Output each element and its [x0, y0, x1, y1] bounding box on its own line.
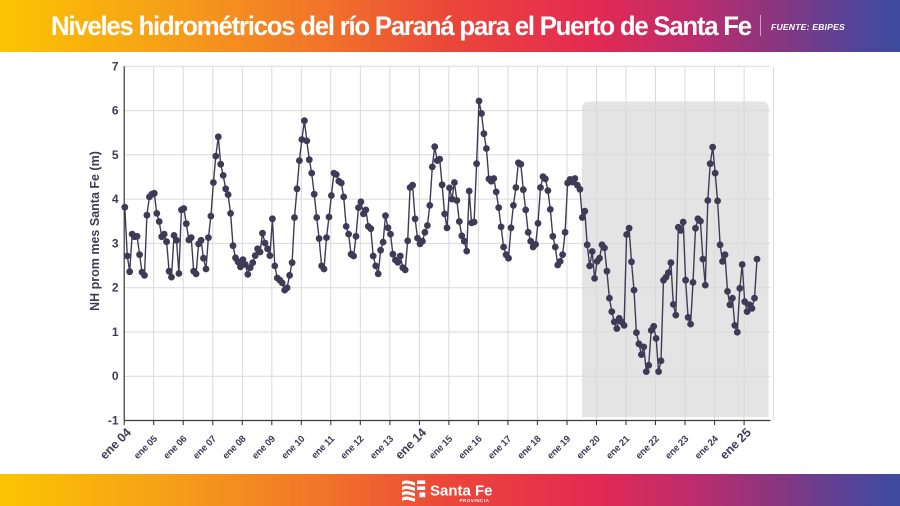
svg-text:ene 08: ene 08 — [221, 434, 249, 462]
svg-text:-1: -1 — [108, 414, 119, 428]
svg-text:ene 16: ene 16 — [457, 434, 485, 462]
svg-text:ene 20: ene 20 — [575, 434, 603, 462]
svg-text:6: 6 — [112, 104, 119, 118]
svg-text:ene 24: ene 24 — [693, 433, 721, 461]
svg-text:PROVINCIA: PROVINCIA — [460, 498, 490, 503]
svg-text:ene 21: ene 21 — [604, 433, 632, 461]
svg-text:ene 22: ene 22 — [634, 434, 662, 462]
svg-text:4: 4 — [112, 192, 119, 206]
svg-text:ene 07: ene 07 — [191, 434, 219, 462]
svg-text:5: 5 — [112, 148, 119, 162]
svg-text:ene 11: ene 11 — [309, 433, 337, 461]
svg-text:ene 14: ene 14 — [392, 425, 429, 462]
svg-text:7: 7 — [112, 59, 119, 73]
svg-text:ene 23: ene 23 — [663, 434, 691, 462]
svg-text:Santa Fe: Santa Fe — [430, 483, 493, 500]
svg-text:ene 12: ene 12 — [339, 434, 367, 462]
svg-text:NH prom mes Santa Fe (m): NH prom mes Santa Fe (m) — [88, 151, 102, 311]
svg-text:ene 04: ene 04 — [97, 425, 134, 462]
svg-text:ene 25: ene 25 — [717, 425, 754, 462]
svg-text:0: 0 — [112, 369, 119, 383]
svg-text:ene 18: ene 18 — [516, 434, 544, 462]
svg-text:ene 19: ene 19 — [545, 434, 573, 462]
svg-text:ene 10: ene 10 — [280, 434, 308, 462]
svg-text:1: 1 — [112, 325, 119, 339]
svg-text:ene 15: ene 15 — [427, 433, 455, 461]
svg-text:ene 06: ene 06 — [161, 434, 189, 462]
svg-text:ene 05: ene 05 — [132, 433, 160, 461]
svg-text:ene 09: ene 09 — [250, 434, 278, 462]
svg-text:3: 3 — [112, 236, 119, 250]
svg-text:2: 2 — [112, 281, 119, 295]
svg-text:ene 13: ene 13 — [368, 434, 396, 462]
svg-text:ene 17: ene 17 — [486, 434, 514, 462]
